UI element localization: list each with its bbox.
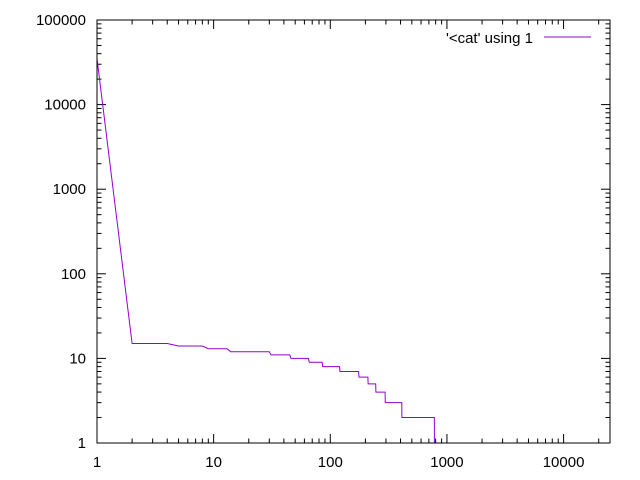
- x-tick-label: 100: [318, 454, 343, 471]
- x-tick-label: 1000: [430, 454, 463, 471]
- y-tick-label: 1000: [53, 181, 86, 198]
- plot-frame: [96, 19, 611, 444]
- y-tick-label: 1: [78, 435, 86, 452]
- y-tick-label: 100000: [36, 12, 86, 29]
- x-tick-label: 1: [93, 454, 101, 471]
- series-layer: [96, 58, 435, 444]
- y-tick-label: 10000: [44, 97, 86, 114]
- axis-ticks: [96, 19, 610, 444]
- x-tick-label: 10000: [543, 454, 585, 471]
- x-tick-labels: 1 10 100 1000 10000: [93, 454, 585, 471]
- legend-label: '<cat' using 1: [446, 30, 533, 47]
- y-tick-label: 100: [61, 266, 86, 283]
- y-tick-label: 10: [69, 350, 86, 367]
- series-line: [96, 58, 435, 444]
- y-tick-labels: 1 10 100 1000 10000 100000: [36, 12, 86, 452]
- x-tick-label: 10: [205, 454, 222, 471]
- legend: '<cat' using 1: [446, 30, 591, 47]
